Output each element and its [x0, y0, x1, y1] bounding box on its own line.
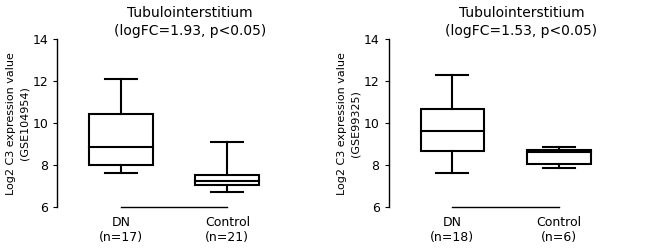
Title: Tubulointerstitium
(logFC=1.93, p<0.05): Tubulointerstitium (logFC=1.93, p<0.05)	[114, 6, 266, 38]
Y-axis label: Log2 C3 expression value
(GSE104954): Log2 C3 expression value (GSE104954)	[5, 52, 30, 195]
Bar	[89, 114, 153, 165]
Title: Tubulointerstitium
(logFC=1.53, p<0.05): Tubulointerstitium (logFC=1.53, p<0.05)	[446, 6, 597, 38]
Bar	[420, 108, 484, 150]
Bar	[527, 150, 591, 164]
Bar	[195, 175, 259, 185]
Y-axis label: Log2 C3 expression value
(GSE99325): Log2 C3 expression value (GSE99325)	[337, 52, 361, 195]
